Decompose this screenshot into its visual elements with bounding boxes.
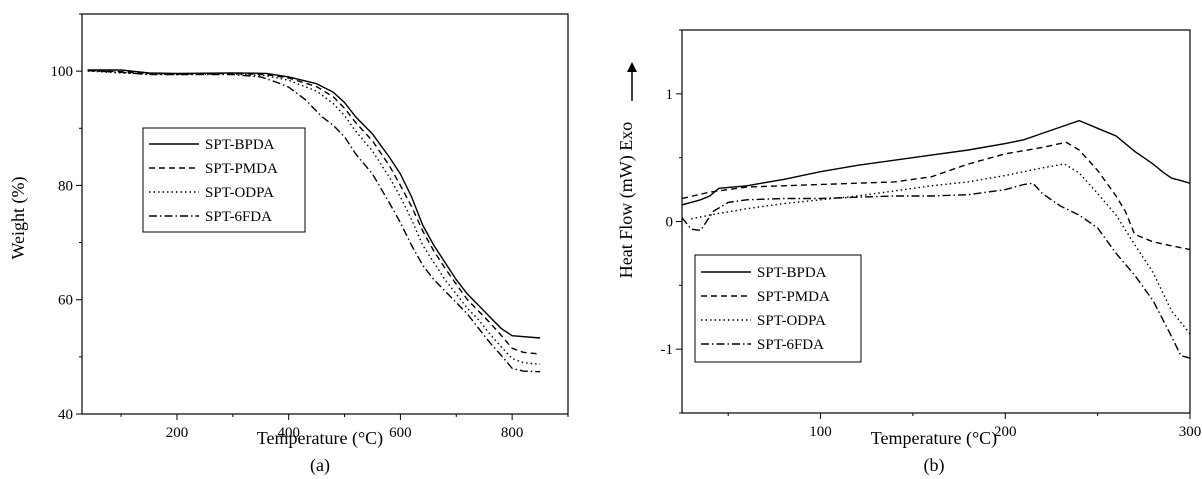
panel-a-legend-label: SPT-PMDA xyxy=(205,161,278,177)
panel-a-legend-box xyxy=(142,127,306,233)
panel-b-legend-label: SPT-PMDA xyxy=(757,289,830,305)
panel-b-xlabel: Temperature (°C) xyxy=(871,428,997,449)
panel-b-legend-label: SPT-6FDA xyxy=(757,337,824,353)
panel-b-series-spt-pmda xyxy=(682,141,1190,251)
panel-b-plot xyxy=(682,119,1190,359)
panel-b-ytick-label: 0 xyxy=(666,215,674,231)
exo-arrow-icon xyxy=(627,62,637,101)
panel-a-xtick-label: 600 xyxy=(389,425,412,441)
panel-b-ylabel: Heat Flow (mW) Exo xyxy=(616,122,637,278)
panel-a-plot-frame xyxy=(81,13,569,415)
panel-a-ytick-label: 100 xyxy=(51,64,74,80)
panel-b-xtick-label: 200 xyxy=(994,424,1017,440)
panel-a-legend-label: SPT-BPDA xyxy=(205,137,275,153)
panel-a-series-spt-6fda xyxy=(87,69,541,373)
panel-a-legend-label: SPT-6FDA xyxy=(205,209,272,225)
panel-a-xtick-label: 200 xyxy=(166,425,189,441)
panel-a-plot xyxy=(87,69,541,373)
panel-a-legend: SPT-BPDA SPT-PMDA SPT-ODPA SPT-6FDA xyxy=(142,127,306,233)
panel-b-legend-label: SPT-BPDA xyxy=(757,265,827,281)
panel-b-ytick-label: -1 xyxy=(661,342,674,358)
panel-b-xtick-label: 300 xyxy=(1179,424,1202,440)
panel-b-series-spt-6fda xyxy=(682,182,1190,359)
panel-a-ytick-label: 60 xyxy=(58,293,73,309)
panel-b-legend-label: SPT-ODPA xyxy=(757,313,826,329)
panel-a-ytick-label: 40 xyxy=(58,407,73,423)
panel-a-xtick-label: 800 xyxy=(501,425,524,441)
panel-a-series-spt-odpa xyxy=(87,70,541,365)
panel-b-label: (b) xyxy=(924,455,945,476)
panel-b-legend: SPT-BPDA SPT-PMDA SPT-ODPA SPT-6FDA xyxy=(694,254,862,363)
panel-a-ytick-label: 80 xyxy=(58,178,73,194)
panel-b-xtick-label: 100 xyxy=(809,424,832,440)
panel-a-ylabel: Weight (%) xyxy=(8,176,29,259)
panel-a-label: (a) xyxy=(310,455,330,476)
panel-a-xlabel: Temperature (°C) xyxy=(257,428,383,449)
panel-a-series-spt-pmda xyxy=(87,69,541,355)
panel-b-plot-frame xyxy=(681,29,1191,414)
panel-b-ticks: 100 200 300 -1 0 1 xyxy=(661,29,1202,440)
chart-panel-b: Heat Flow (mW) Exo Temperature (°C) (b) … xyxy=(616,29,1202,476)
panel-b-series-spt-bpda xyxy=(682,119,1190,206)
panel-a-ticks: 200 400 600 800 40 60 80 100 xyxy=(51,13,569,441)
panel-a-xtick-label: 400 xyxy=(277,425,300,441)
panel-b-ytick-label: 1 xyxy=(666,87,674,103)
panel-a-legend-label: SPT-ODPA xyxy=(205,185,274,201)
chart-panel-a: Weight (%) Temperature (°C) (a) 200 400 60… xyxy=(8,13,569,476)
